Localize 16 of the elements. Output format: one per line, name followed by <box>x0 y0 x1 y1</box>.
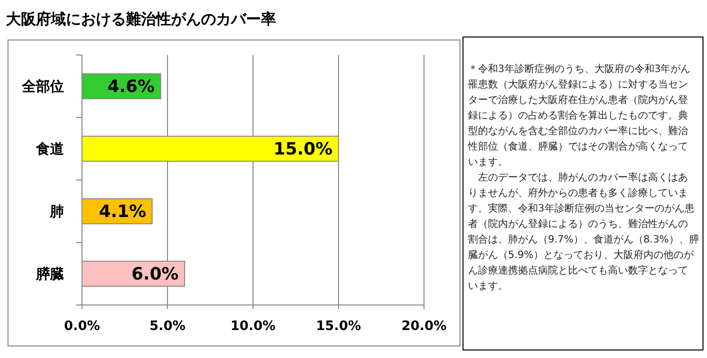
y-tick-label: 全部位 <box>21 78 64 96</box>
y-tick-label: 肺 <box>49 204 64 220</box>
x-tick-label: 10.0% <box>230 319 276 334</box>
text: 左のデータでは、肺がんのカバー率は高くはありませんが、府外からの患者も多く診療しています。実際、令和3年診断症例の当センターのがん患者（院内がん登録による）のうち、難治性がんの割合は、肺がん（9.7%）、食道がん（8.3%）、膵臓がん（5.9%）となっており、大阪府内の他のがん診療連携拠点病院と比べても高い数字となっています。 <box>468 172 699 292</box>
y-tick-label: 食道 <box>35 142 65 158</box>
text: ＊令和3年診断症例のうち、大阪府の令和3年がん罹患数（大阪府がん登録による）に対する当センターで治療した大阪府在住がん患者（院内がん登録による）の占める割合を算出したものです。典型的ながんを含む全部位のカバー率に比べ、難治性部位（食道、膵臓）ではその割合が高くなっています。 <box>467 63 691 168</box>
data-label: 15.0% <box>274 140 332 160</box>
y-tick-label: 膵臓 <box>35 266 64 283</box>
x-tick-label: 5.0% <box>149 319 186 334</box>
x-tick-label: 0.0% <box>64 319 100 334</box>
x-tick-label: 15.0% <box>316 319 362 334</box>
data-label: 4.1% <box>98 202 146 222</box>
x-tick-label: 20.0% <box>401 319 447 334</box>
chart-title: 大阪府域における難治性がんのカバー率 <box>6 10 276 28</box>
data-label: 4.6% <box>108 77 155 98</box>
data-label: 6.0% <box>131 264 179 285</box>
